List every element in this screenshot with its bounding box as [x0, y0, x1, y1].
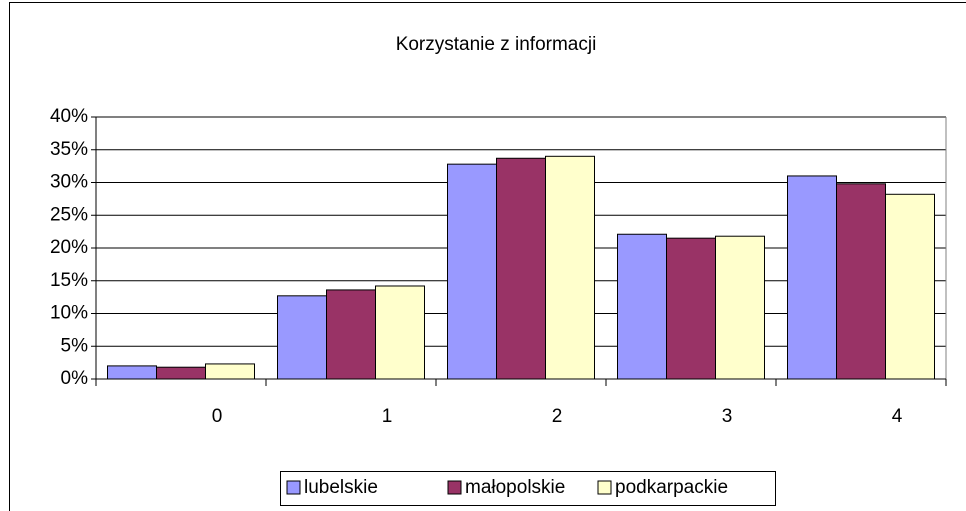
bar	[447, 163, 497, 380]
bar	[715, 235, 765, 380]
y-tick-label: 15%	[50, 270, 88, 291]
bar	[666, 237, 716, 380]
bar	[617, 233, 667, 380]
legend-swatch	[597, 480, 612, 495]
y-tick-label: 0%	[61, 368, 89, 389]
legend-label: lubelskie	[304, 477, 378, 498]
bar	[496, 157, 546, 380]
legend-swatch	[447, 480, 462, 495]
y-tick-label: 10%	[50, 303, 88, 324]
chart-title: Korzystanie z informacji	[396, 34, 597, 55]
y-tick-label: 20%	[50, 237, 88, 258]
y-tick-label: 40%	[50, 106, 88, 127]
x-tick-label: 3	[722, 406, 733, 427]
legend-box	[280, 471, 776, 506]
bar	[326, 289, 376, 380]
y-tick-label: 25%	[50, 204, 88, 225]
bar	[156, 366, 206, 380]
y-tick-label: 35%	[50, 139, 88, 160]
x-tick-label: 4	[892, 406, 903, 427]
x-tick-label: 1	[382, 406, 393, 427]
bar	[885, 193, 935, 380]
legend-swatch	[286, 480, 301, 495]
bar	[836, 183, 886, 380]
bar	[205, 363, 255, 380]
y-tick-label: 30%	[50, 172, 88, 193]
x-tick-label: 0	[212, 406, 223, 427]
bar	[375, 285, 425, 380]
bar	[545, 155, 595, 380]
x-tick-label: 2	[552, 406, 563, 427]
y-tick-label: 5%	[61, 335, 89, 356]
legend-label: małopolskie	[465, 477, 565, 498]
bar	[107, 365, 157, 380]
bar	[277, 295, 327, 380]
bar	[787, 175, 837, 380]
legend-label: podkarpackie	[615, 477, 728, 498]
